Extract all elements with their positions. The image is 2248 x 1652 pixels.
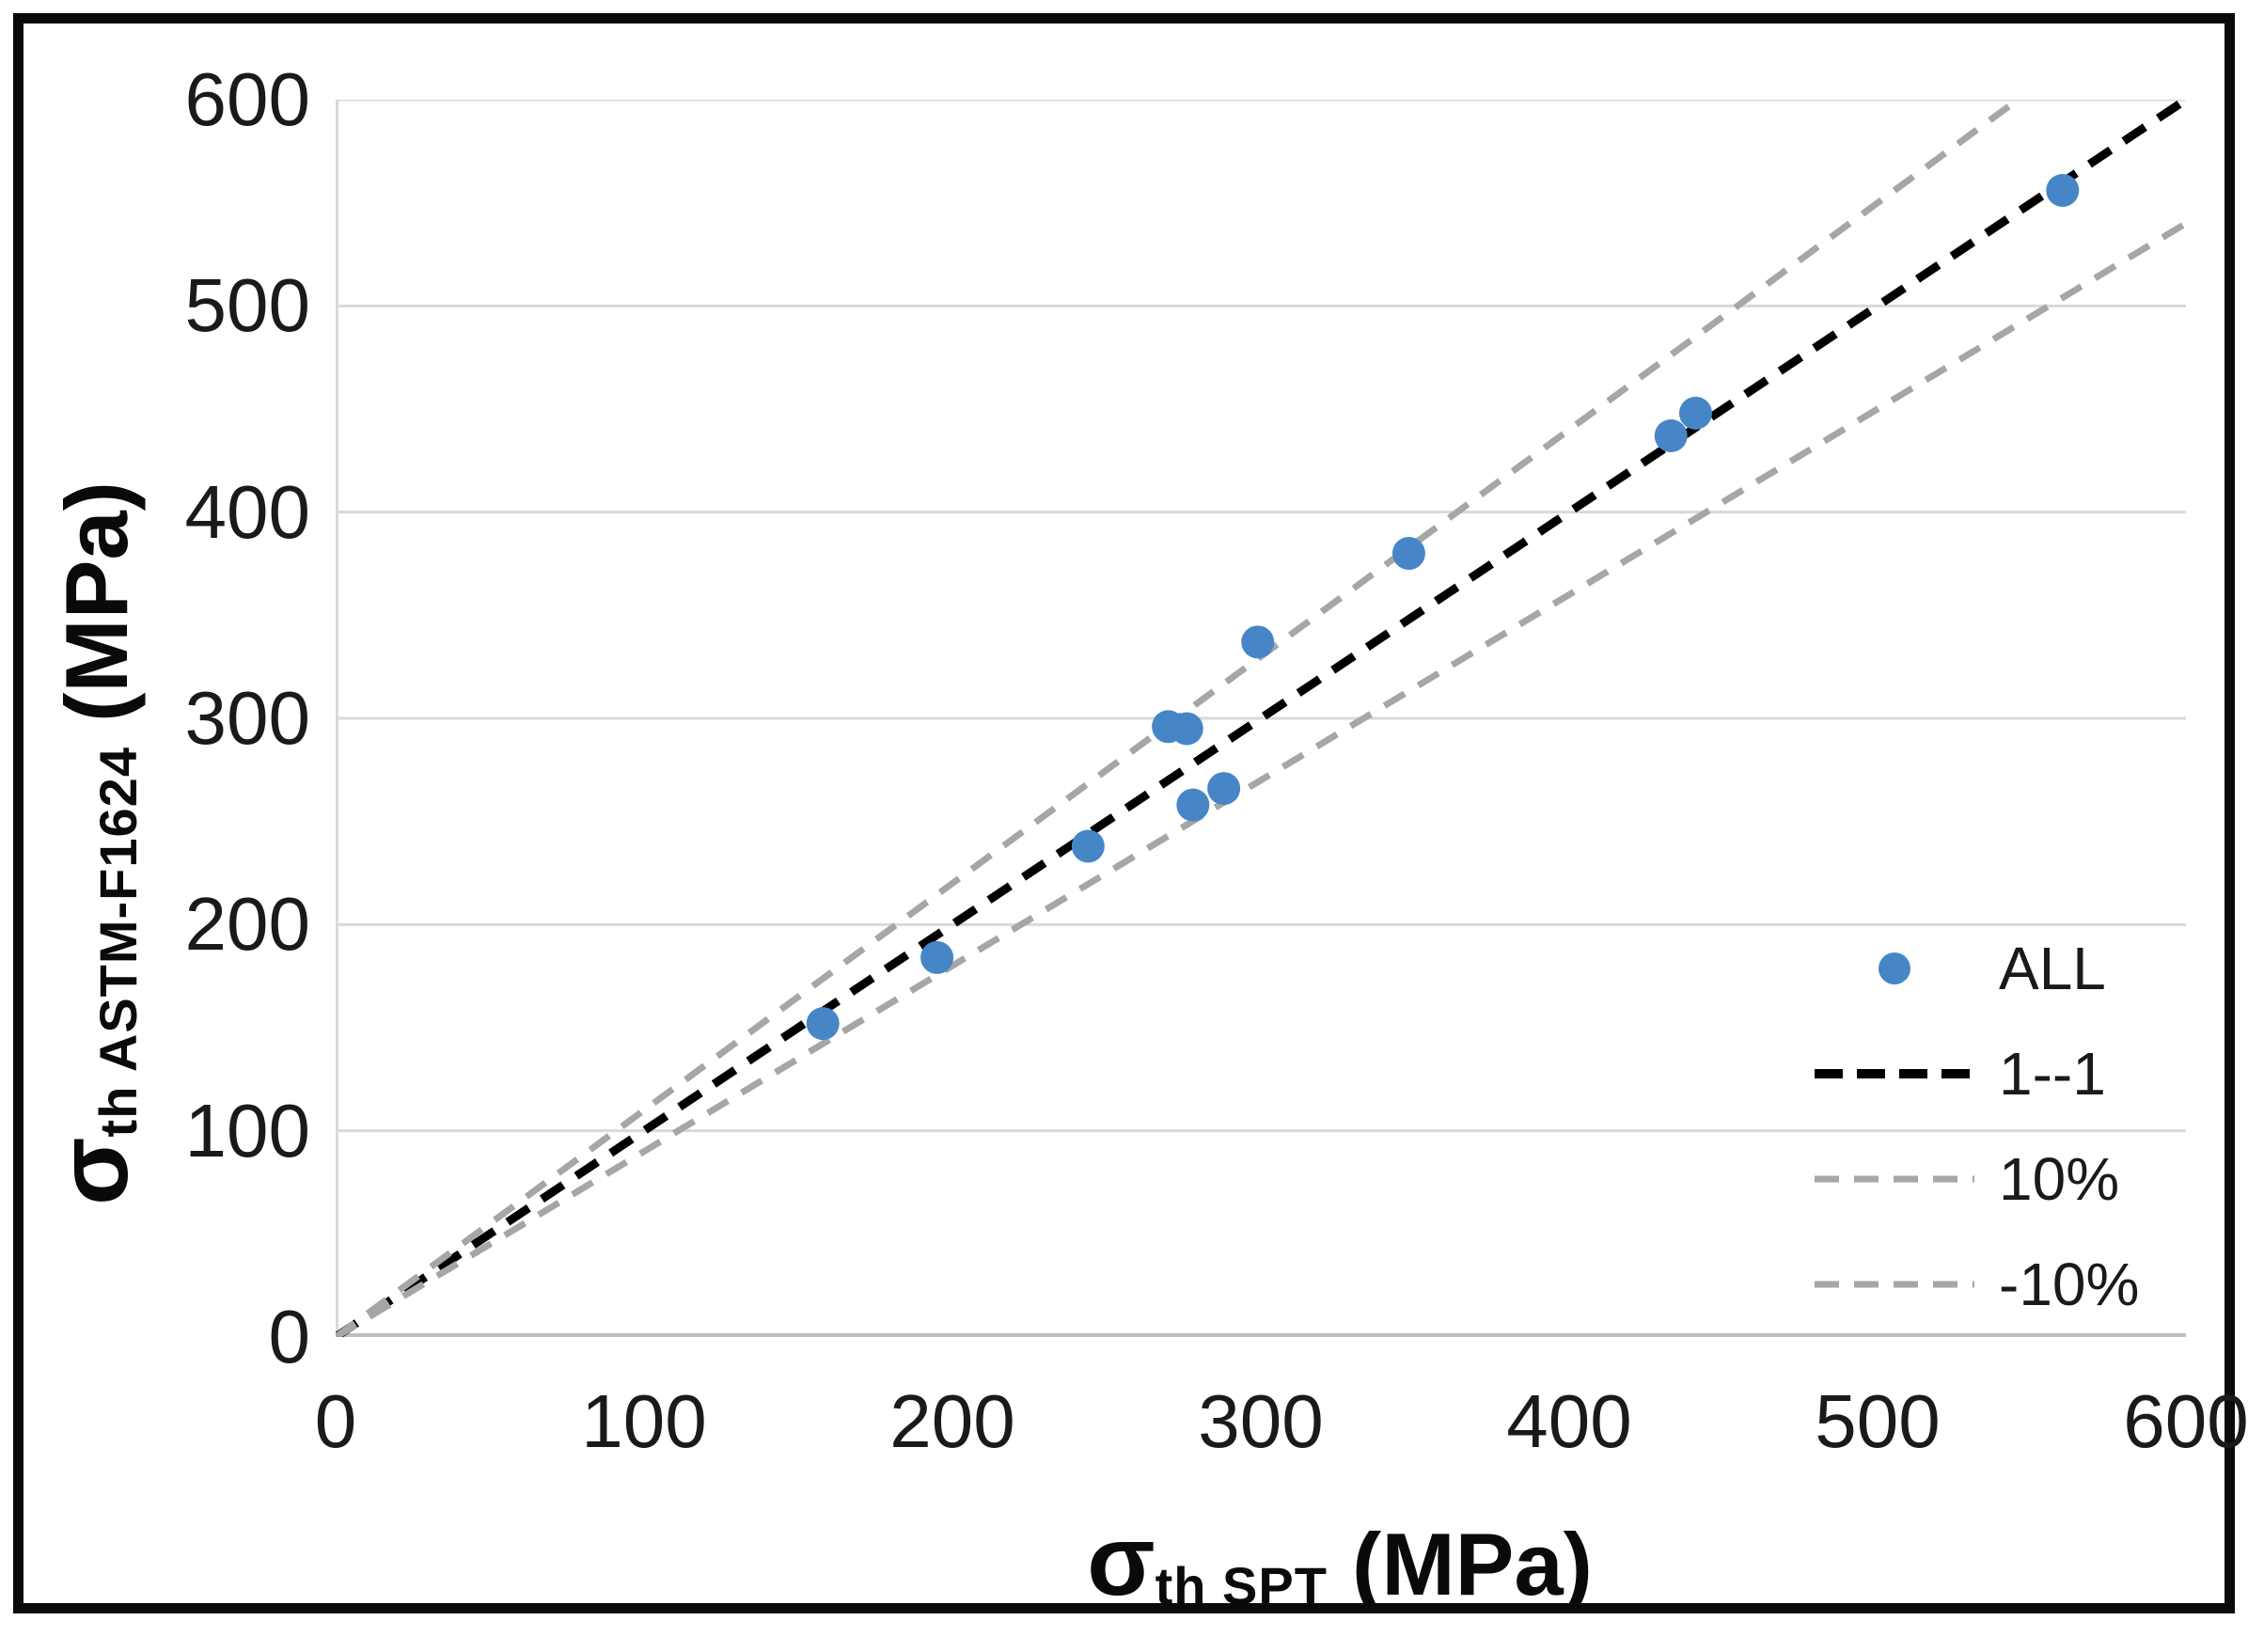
data-point bbox=[2046, 174, 2080, 208]
data-point bbox=[1170, 712, 1203, 746]
legend: ALL 1--1 10% -10% bbox=[1815, 916, 2139, 1337]
data-point bbox=[1207, 772, 1241, 806]
data-point bbox=[806, 1007, 840, 1041]
deviation-line--10% bbox=[336, 220, 2186, 1337]
legend-dot-icon bbox=[1815, 948, 1974, 989]
data-point bbox=[1071, 829, 1105, 863]
data-point bbox=[1176, 788, 1210, 822]
x-tick-label: 300 bbox=[1198, 1379, 1324, 1463]
legend-row: 1--1 bbox=[1815, 1021, 2139, 1126]
legend-dash-icon bbox=[1815, 1278, 1974, 1291]
x-tick-label: 500 bbox=[1815, 1379, 1941, 1463]
legend-row: -10% bbox=[1815, 1232, 2139, 1337]
y-title-sigma: σ bbox=[38, 1137, 149, 1205]
x-tick-label: 200 bbox=[889, 1379, 1015, 1463]
legend-label: ALL bbox=[1999, 935, 2106, 1002]
y-tick-label: 200 bbox=[184, 882, 310, 967]
x-tick-label: 100 bbox=[581, 1379, 707, 1463]
legend-label: -10% bbox=[1999, 1251, 2140, 1318]
legend-dash-icon bbox=[1815, 1172, 1974, 1186]
x-tick-label: 600 bbox=[2123, 1379, 2248, 1463]
y-axis-title: σth ASTM-F1624 (MPa) bbox=[32, 481, 184, 1205]
y-tick-label: 300 bbox=[184, 676, 310, 760]
data-point bbox=[1391, 537, 1425, 571]
x-axis-title: σth SPT (MPa) bbox=[415, 1500, 2248, 1652]
chart-frame: 0 100 200 300 400 500 600 0 100 200 300 400 500 600 … bbox=[13, 13, 2248, 1616]
y-tick-label: 100 bbox=[184, 1088, 310, 1172]
y-tick-label: 500 bbox=[184, 263, 310, 348]
x-tick-label: 0 bbox=[314, 1379, 357, 1463]
legend-dash-icon bbox=[1815, 1067, 1974, 1080]
x-tick-label: 400 bbox=[1506, 1379, 1632, 1463]
legend-row: 10% bbox=[1815, 1126, 2139, 1232]
legend-label: 1--1 bbox=[1999, 1040, 2106, 1108]
legend-row: ALL bbox=[1815, 916, 2139, 1021]
data-point bbox=[1241, 625, 1275, 659]
y-title-unit: (MPa) bbox=[47, 481, 146, 747]
data-point bbox=[920, 940, 954, 974]
y-tick-label: 400 bbox=[184, 469, 310, 554]
x-title-unit: (MPa) bbox=[1327, 1515, 1593, 1613]
data-point bbox=[1678, 396, 1712, 430]
legend-label: 10% bbox=[1999, 1145, 2120, 1213]
y-tick-label: 0 bbox=[268, 1295, 311, 1378]
plot-area bbox=[336, 100, 2186, 1337]
legend-dot-marker bbox=[1879, 952, 1910, 984]
x-title-sigma: σ bbox=[1087, 1505, 1155, 1616]
y-tick-label: 600 bbox=[184, 57, 310, 141]
x-title-subscript: th SPT bbox=[1155, 1556, 1328, 1615]
data-point bbox=[1654, 419, 1688, 453]
y-title-subscript: th ASTM-F1624 bbox=[88, 747, 148, 1138]
